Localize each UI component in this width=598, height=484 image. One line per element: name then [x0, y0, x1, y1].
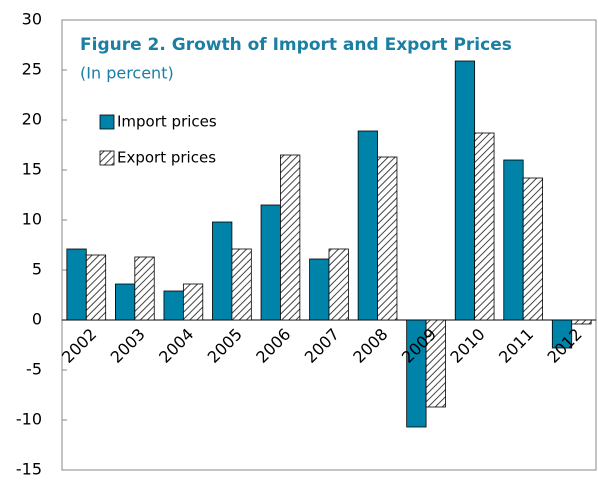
bar	[212, 221, 233, 321]
bar	[280, 154, 301, 321]
bar	[163, 290, 184, 321]
legend-swatch	[99, 114, 115, 130]
legend-swatch	[99, 150, 115, 166]
y-tick-label: -10	[16, 410, 42, 429]
x-tick-label: 2012	[544, 325, 586, 367]
chart-subtitle: (In percent)	[80, 64, 174, 83]
bar	[260, 204, 281, 321]
x-tick-label: 2005	[204, 325, 246, 367]
y-tick-label: 20	[22, 110, 42, 129]
bar	[134, 256, 155, 321]
x-tick-label: 2004	[155, 325, 197, 367]
y-tick-label: -5	[26, 360, 42, 379]
chart-title: Figure 2. Growth of Import and Export Pr…	[80, 35, 512, 55]
x-tick-label: 2003	[107, 325, 149, 367]
bar	[425, 319, 446, 408]
x-tick-label: 2002	[58, 325, 100, 367]
y-tick-label: 0	[32, 310, 42, 329]
bar	[522, 177, 544, 321]
bar	[551, 319, 573, 349]
y-tick-label: 10	[22, 210, 42, 229]
bar	[115, 283, 136, 321]
y-tick-label: 15	[22, 160, 42, 179]
bar	[85, 254, 107, 321]
bar	[309, 258, 330, 321]
bar	[357, 130, 378, 321]
bar	[503, 159, 524, 321]
y-tick-label: -15	[16, 460, 42, 479]
x-tick-label: 2010	[446, 325, 488, 367]
bar	[182, 283, 204, 321]
legend-label: Import prices	[117, 113, 217, 131]
bar	[454, 60, 476, 321]
y-tick-label: 25	[22, 60, 42, 79]
x-tick-label: 2007	[301, 325, 343, 367]
bar	[377, 156, 398, 321]
plot-frame	[61, 19, 597, 471]
x-tick-label: 2011	[495, 325, 537, 367]
bar	[571, 319, 592, 325]
x-tick-label: 2006	[252, 325, 294, 367]
bar	[231, 248, 252, 321]
bar	[66, 248, 87, 321]
y-tick-label: 5	[32, 260, 42, 279]
legend-label: Export prices	[117, 149, 216, 167]
bar	[328, 248, 349, 321]
x-tick-label: 2008	[349, 325, 391, 367]
bar	[474, 132, 495, 321]
y-tick-label: 30	[22, 10, 42, 29]
